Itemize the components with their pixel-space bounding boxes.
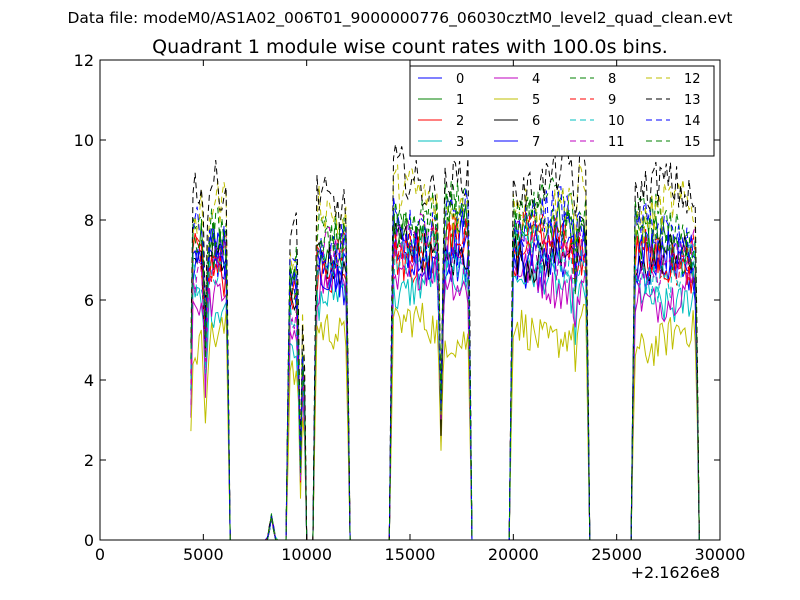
legend-label-12: 12 <box>684 72 701 87</box>
y-tick-label: 8 <box>84 211 94 230</box>
legend-label-11: 11 <box>608 135 625 150</box>
legend-label-13: 13 <box>684 93 701 108</box>
legend-box <box>409 65 715 157</box>
legend-label-4: 4 <box>532 72 540 87</box>
legend-label-2: 2 <box>456 114 464 129</box>
y-tick-label: 4 <box>84 371 94 390</box>
series-line-3 <box>190 251 700 540</box>
legend-label-6: 6 <box>532 114 540 129</box>
x-tick-label: 25000 <box>591 545 642 564</box>
x-tick-label: 0 <box>95 545 105 564</box>
series-line-5 <box>190 302 700 540</box>
y-tick-label: 2 <box>84 451 94 470</box>
x-tick-label: 20000 <box>488 545 539 564</box>
x-offset-label: +2.1626e8 <box>631 563 720 582</box>
legend-label-0: 0 <box>456 72 464 87</box>
legend-label-10: 10 <box>608 114 625 129</box>
y-tick-label: 0 <box>84 531 94 550</box>
x-tick-label: 10000 <box>281 545 332 564</box>
legend-label-9: 9 <box>608 93 616 108</box>
x-tick-label: 5000 <box>183 545 224 564</box>
series-line-7 <box>190 211 700 540</box>
legend-label-1: 1 <box>456 93 464 108</box>
legend-label-15: 15 <box>684 135 701 150</box>
suptitle: Data file: modeM0/AS1A02_006T01_90000007… <box>67 9 733 27</box>
y-tick-label: 6 <box>84 291 94 310</box>
legend-label-5: 5 <box>532 93 540 108</box>
y-tick-label: 10 <box>74 131 94 150</box>
series-line-15 <box>190 190 700 540</box>
chart-title: Quadrant 1 module wise count rates with … <box>152 36 668 58</box>
y-tick-label: 12 <box>74 51 94 70</box>
series-line-4 <box>190 253 700 540</box>
series-line-12 <box>190 163 700 540</box>
legend-label-8: 8 <box>608 72 616 87</box>
legend-label-7: 7 <box>532 135 540 150</box>
legend-label-14: 14 <box>684 114 701 129</box>
legend-label-3: 3 <box>456 135 464 150</box>
series-line-0 <box>190 233 700 540</box>
x-tick-label: 30000 <box>695 545 746 564</box>
series-line-14 <box>190 186 700 540</box>
x-tick-label: 15000 <box>385 545 436 564</box>
